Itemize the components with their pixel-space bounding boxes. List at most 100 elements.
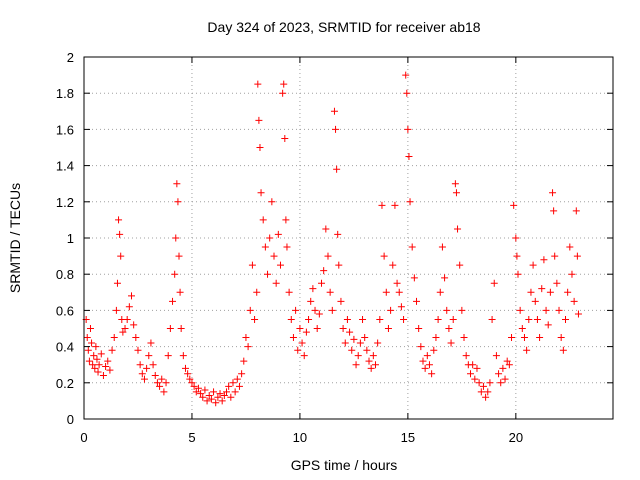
data-point (572, 207, 580, 215)
data-point (413, 297, 421, 305)
data-point (458, 306, 466, 314)
data-point (343, 315, 351, 323)
data-point (405, 153, 413, 161)
data-point (104, 357, 112, 365)
data-point (302, 328, 310, 336)
data-point (128, 292, 136, 300)
data-point (361, 334, 369, 342)
data-point (223, 388, 231, 396)
y-tick-label: 0.2 (56, 376, 74, 391)
data-point (441, 274, 449, 282)
data-point (330, 107, 338, 115)
data-point (488, 315, 496, 323)
data-point (387, 306, 395, 314)
data-point (348, 346, 356, 354)
data-point (117, 252, 125, 260)
data-point (282, 216, 290, 224)
data-point (240, 357, 248, 365)
data-point (497, 379, 505, 387)
data-point (469, 361, 477, 369)
data-point (445, 325, 453, 332)
data-point (93, 355, 101, 363)
data-point (574, 310, 582, 318)
data-point (85, 357, 93, 365)
data-point (251, 315, 259, 323)
data-point (447, 339, 455, 347)
data-point (471, 375, 479, 383)
data-point (227, 393, 235, 401)
data-point (145, 352, 153, 360)
data-point (359, 315, 367, 323)
data-point (112, 306, 120, 314)
data-point (108, 346, 116, 354)
data-point (417, 343, 425, 351)
data-point (119, 328, 127, 336)
data-point (203, 397, 211, 405)
data-point (492, 352, 500, 360)
data-point (261, 243, 269, 251)
data-point (287, 315, 295, 323)
data-point (311, 306, 319, 314)
data-point (94, 368, 102, 376)
grid-lines (84, 57, 613, 419)
y-tick-label: 0.4 (56, 340, 74, 355)
data-point (333, 165, 341, 173)
data-point (121, 325, 129, 332)
data-point (570, 297, 578, 305)
data-point (300, 352, 308, 360)
data-point (110, 334, 118, 342)
data-point (177, 325, 185, 332)
data-point (423, 352, 431, 360)
data-point (116, 230, 124, 238)
data-point (402, 71, 410, 79)
data-point (434, 315, 442, 323)
data-point (408, 243, 416, 251)
data-point (354, 352, 362, 360)
data-point (389, 261, 397, 269)
data-point (91, 364, 99, 372)
data-point (84, 346, 92, 354)
data-point (566, 243, 574, 251)
data-point (546, 288, 554, 296)
data-point (549, 189, 557, 197)
data-point (544, 321, 552, 329)
data-point (92, 343, 100, 351)
data-point (242, 334, 250, 342)
data-point (298, 339, 306, 347)
data-point (268, 198, 276, 206)
data-point (518, 325, 526, 332)
y-tick-label: 0.8 (56, 267, 74, 282)
data-point (248, 261, 256, 269)
data-point (512, 234, 520, 242)
data-point (174, 198, 182, 206)
data-point (315, 310, 323, 318)
data-point (216, 390, 224, 398)
data-point (281, 134, 289, 142)
data-point (466, 370, 474, 378)
data-point (90, 352, 98, 360)
data-point (307, 297, 315, 305)
data-point (130, 321, 138, 329)
data-point (499, 364, 507, 372)
data-point (564, 288, 572, 296)
data-point (369, 352, 377, 360)
data-point (376, 315, 384, 323)
data-point (214, 393, 222, 401)
data-point (430, 346, 438, 354)
data-point (210, 388, 218, 396)
data-point (270, 252, 278, 260)
y-tick-label: 1 (67, 231, 74, 246)
data-point (400, 315, 408, 323)
y-tick-label: 1.2 (56, 195, 74, 210)
data-point (259, 216, 267, 224)
data-point (456, 261, 464, 269)
data-point (428, 370, 436, 378)
data-point (363, 346, 371, 354)
data-point (520, 334, 528, 342)
data-point (212, 399, 220, 407)
data-point (233, 375, 241, 383)
data-point (551, 252, 559, 260)
data-point (238, 370, 246, 378)
y-axis-label: SRMTID / TECUs (7, 183, 23, 293)
data-point (479, 382, 487, 390)
